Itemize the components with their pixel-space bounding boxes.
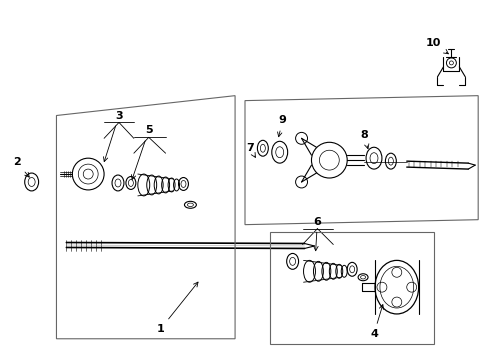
Text: 6: 6 [313, 217, 321, 251]
Text: 3: 3 [103, 111, 122, 162]
Text: 7: 7 [245, 143, 255, 157]
Text: 10: 10 [425, 38, 447, 54]
Text: 2: 2 [13, 157, 29, 177]
Text: 1: 1 [157, 282, 198, 334]
Text: 8: 8 [360, 130, 368, 149]
Text: 9: 9 [277, 116, 286, 137]
Text: 4: 4 [369, 305, 383, 339]
Text: 5: 5 [131, 125, 152, 180]
